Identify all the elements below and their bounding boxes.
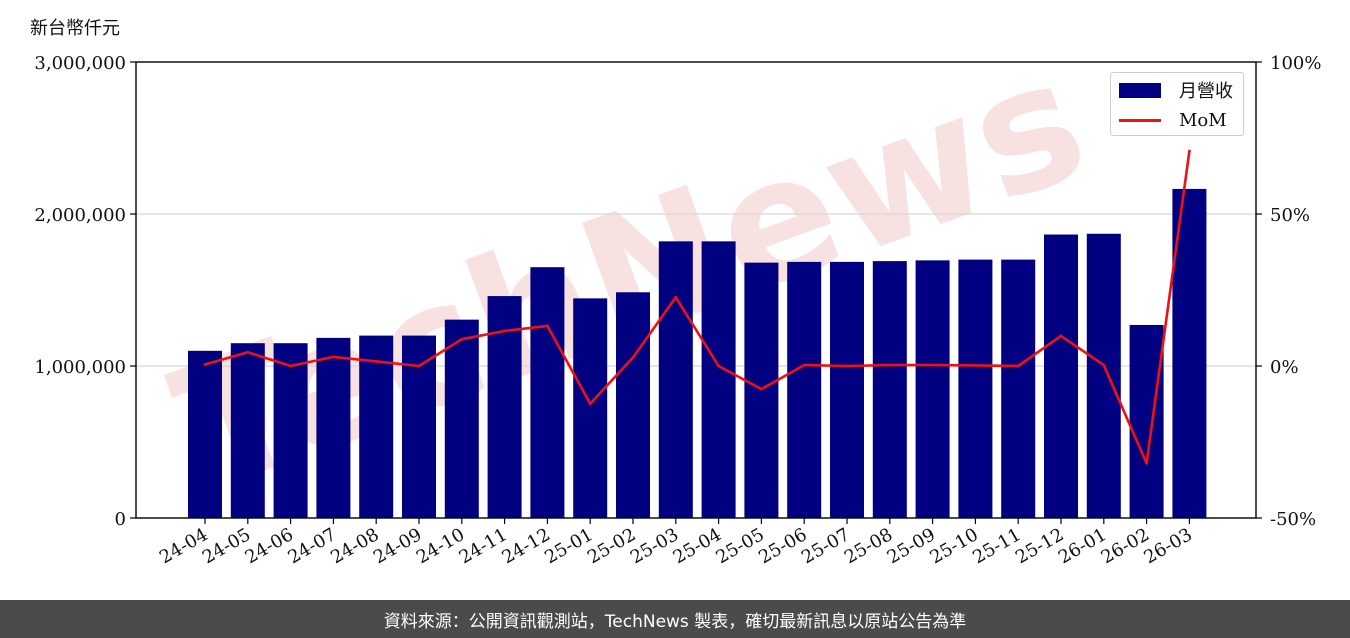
x-tick-label: 24-11	[456, 524, 511, 568]
x-tick-label: 25-01	[541, 524, 596, 568]
right-tick-label: 50%	[1270, 205, 1310, 226]
x-tick-label: 24-04	[156, 524, 211, 568]
left-tick-label: 3,000,000	[34, 53, 126, 74]
left-tick-label: 1,000,000	[34, 357, 126, 378]
x-tick-label: 25-05	[712, 524, 767, 568]
x-tick-label: 24-06	[242, 524, 297, 568]
x-tick-label: 25-07	[798, 524, 853, 568]
bar-25-10	[958, 259, 993, 518]
bar-25-12	[1044, 234, 1078, 518]
x-tick-label: 24-10	[413, 524, 468, 568]
legend-item-mom: MoM	[1119, 109, 1227, 131]
x-tick-label: 25-04	[670, 524, 725, 568]
mom-point-25-07	[845, 364, 849, 368]
y-axis-unit-label: 新台幣仟元	[30, 18, 120, 39]
legend-line-swatch	[1119, 118, 1161, 122]
plot-frame	[135, 61, 1257, 519]
x-tick-label: 24-12	[498, 524, 553, 568]
mom-point-24-06	[289, 364, 292, 368]
mom-point-25-08	[888, 363, 892, 367]
mom-point-25-04	[717, 364, 720, 368]
x-tick-label: 24-09	[370, 524, 425, 568]
x-tick-label: 24-05	[199, 524, 254, 568]
bar-24-04	[188, 350, 222, 518]
x-tick-label: 25-10	[926, 524, 981, 568]
right-tick-label: 100%	[1270, 53, 1321, 74]
mom-point-25-06	[802, 363, 806, 367]
left-tick-label: 2,000,000	[34, 205, 126, 226]
mom-point-24-09	[417, 364, 421, 368]
bar-24-09	[402, 335, 436, 518]
x-tick-label: 25-09	[884, 524, 939, 568]
bar-25-08	[872, 261, 907, 518]
mom-point-25-05	[760, 387, 763, 391]
mom-point-24-11	[503, 329, 506, 333]
bar-24-10	[444, 319, 479, 518]
mom-point-25-09	[931, 363, 934, 367]
x-tick-label: 25-03	[627, 524, 682, 568]
legend-bar-swatch	[1119, 82, 1161, 98]
x-tick-label: 24-08	[327, 524, 382, 568]
bar-25-04	[701, 241, 736, 519]
bar-25-03	[658, 241, 693, 519]
bar-24-07	[316, 337, 351, 518]
legend-item-revenue: 月營收	[1119, 79, 1233, 102]
bar-25-11	[1001, 259, 1036, 518]
bar-24-05	[230, 343, 265, 518]
mom-point-25-02	[631, 356, 635, 359]
chart-legend: 月營收 MoM	[1110, 72, 1244, 136]
bar-25-06	[787, 261, 822, 518]
mom-point-25-11	[1016, 364, 1020, 368]
mom-point-26-03	[1188, 149, 1191, 153]
bar-24-08	[359, 335, 394, 518]
bar-25-02	[616, 292, 650, 518]
mom-point-24-05	[246, 350, 250, 354]
bar-24-06	[273, 343, 308, 518]
mom-point-25-12	[1059, 334, 1063, 338]
x-tick-label: 25-06	[755, 524, 810, 568]
mom-point-25-03	[674, 295, 678, 299]
source-footer: 資料來源：公開資訊觀測站，TechNews 製表，確切最新訊息以原站公告為準	[0, 600, 1350, 638]
bar-25-09	[915, 260, 950, 518]
revenue-chart: TechNews 01,000,0002,000,0003,000,000-50…	[34, 21, 1321, 569]
mom-point-24-04	[203, 363, 207, 366]
legend-label-mom: MoM	[1179, 109, 1227, 131]
mom-point-24-08	[374, 360, 378, 363]
mom-point-26-02	[1145, 461, 1148, 465]
left-tick-label: 0	[115, 509, 126, 530]
mom-line	[204, 150, 1191, 465]
bar-25-01	[573, 298, 608, 518]
right-tick-label: -50%	[1270, 509, 1316, 530]
x-tick-label: 25-12	[1012, 524, 1067, 568]
legend-label-revenue: 月營收	[1179, 81, 1233, 102]
bar-26-02	[1129, 324, 1164, 518]
x-tick-label: 26-02	[1098, 524, 1153, 568]
bar-26-03	[1172, 188, 1207, 519]
right-tick-label: 0%	[1270, 357, 1299, 378]
mom-point-24-10	[460, 337, 464, 341]
x-tick-label: 25-08	[841, 524, 896, 568]
x-tick-label: 24-07	[284, 524, 339, 568]
source-footer-text: 資料來源：公開資訊觀測站，TechNews 製表，確切最新訊息以原站公告為準	[383, 611, 967, 632]
mom-point-25-10	[974, 363, 977, 367]
mom-point-24-07	[332, 355, 335, 359]
bar-25-07	[830, 261, 864, 518]
mom-point-26-01	[1102, 363, 1106, 367]
x-tick-label: 26-01	[1055, 524, 1110, 568]
mom-point-25-01	[588, 402, 592, 406]
x-tick-label: 25-11	[969, 524, 1024, 568]
bar-24-12	[530, 267, 565, 518]
x-tick-label: 26-03	[1140, 524, 1195, 568]
x-tick-label: 25-02	[584, 524, 639, 568]
mom-point-24-12	[546, 324, 549, 328]
bar-26-01	[1086, 233, 1121, 518]
